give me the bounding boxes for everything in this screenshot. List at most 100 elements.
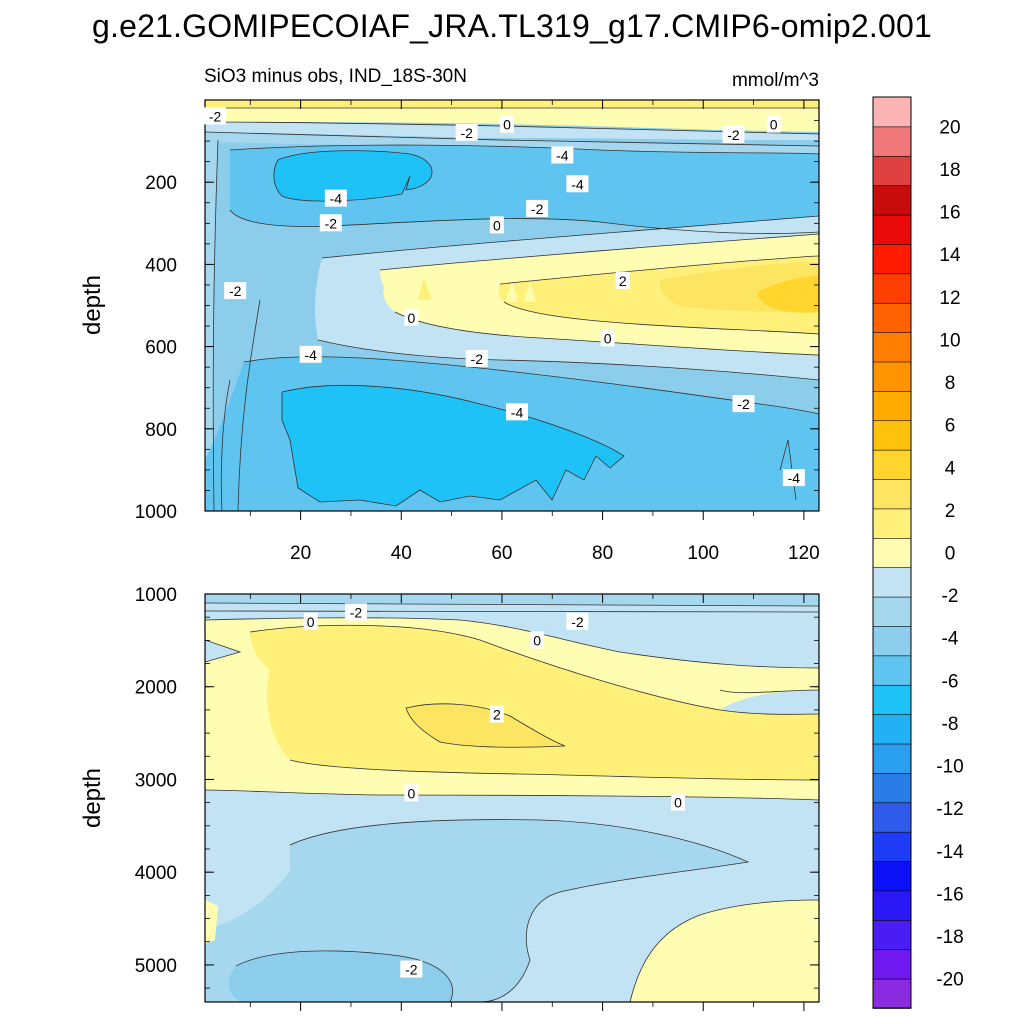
- upper-contour-label: -4: [304, 347, 317, 363]
- upper-contour-label: 0: [503, 117, 511, 133]
- colorbar-label: -10: [936, 757, 963, 778]
- upper-panel-units: mmol/m^3: [732, 70, 819, 91]
- colorbar-swatch: [872, 890, 912, 921]
- colorbar-label: 10: [939, 330, 960, 351]
- colorbar-swatch: [872, 419, 912, 451]
- lower-contour-label: 0: [307, 614, 315, 630]
- upper-contour-label: -2: [471, 351, 484, 367]
- colorbar: 20181614121086420-2-4-6-8-10-12-14-16-18…: [872, 96, 964, 1009]
- lower-y-tick-label: 3000: [135, 770, 177, 791]
- upper-contour-label: -2: [737, 396, 750, 412]
- figure-title: g.e21.GOMIPECOIAF_JRA.TL319_g17.CMIP6-om…: [91, 8, 932, 44]
- colorbar-swatch: [872, 390, 912, 422]
- upper-contour-label-bg: [566, 175, 589, 193]
- upper-y-tick-label: 600: [145, 338, 177, 359]
- lower-contour-label: 2: [493, 707, 501, 723]
- upper-contour-label-bg: [766, 115, 781, 133]
- upper-x-axis: 20 40 60 80 100 120: [249, 100, 820, 564]
- upper-contour-label-bg: [551, 146, 574, 164]
- upper-contour-label-bg: [600, 329, 615, 347]
- colorbar-swatch: [872, 743, 912, 774]
- upper-contour-label: -2: [727, 127, 740, 143]
- upper-contour-fill: [205, 100, 819, 511]
- upper-contour-label-bg: [465, 349, 488, 367]
- colorbar-label: -2: [942, 586, 959, 607]
- colorbar-label: -8: [942, 714, 959, 735]
- colorbar-swatch: [872, 96, 912, 128]
- x-tick-label: 40: [391, 543, 412, 564]
- lower-contour-label: 0: [533, 632, 541, 648]
- upper-y-tick-label: 1000: [135, 502, 177, 523]
- colorbar-label: -14: [936, 842, 964, 863]
- lower-plot-frame: [204, 593, 820, 1003]
- upper-contour-label-bg: [455, 123, 478, 141]
- colorbar-label: -12: [936, 799, 963, 820]
- lower-panel-ylabel: depth: [79, 768, 106, 828]
- x-tick-label: 60: [491, 543, 512, 564]
- lower-contour-label-bg: [344, 603, 367, 621]
- upper-contour-label-bg: [732, 395, 755, 413]
- colorbar-label: -6: [942, 671, 959, 692]
- upper-contour-label-bg: [499, 115, 514, 133]
- colorbar-swatch: [872, 508, 912, 539]
- upper-y-tick-label: 400: [145, 255, 177, 276]
- colorbar-swatch: [872, 126, 912, 157]
- colorbar-label: 16: [939, 203, 960, 224]
- colorbar-label: 18: [939, 160, 960, 181]
- lower-contour-label-bg: [566, 612, 589, 630]
- colorbar-swatch: [872, 361, 912, 392]
- colorbar-swatch: [872, 155, 912, 186]
- colorbar-label: 14: [939, 245, 961, 266]
- upper-y-tick-label: 800: [145, 420, 177, 441]
- colorbar-swatch: [872, 801, 912, 833]
- colorbar-swatch: [872, 214, 912, 245]
- x-tick-label: 20: [290, 543, 311, 564]
- lower-contour-label: -2: [350, 605, 363, 621]
- colorbar-swatch: [872, 919, 912, 951]
- colorbar-label: 8: [945, 373, 956, 394]
- lower-contour-label-bg: [671, 793, 686, 811]
- upper-y-tick-label: 200: [145, 173, 177, 194]
- upper-contour-label-bg: [489, 216, 504, 234]
- colorbar-swatch: [872, 655, 912, 686]
- upper-contour-label: 0: [407, 310, 415, 326]
- lower-y-tick-label: 4000: [135, 863, 177, 884]
- upper-contour-label-bg: [224, 282, 247, 300]
- colorbar-label: -18: [936, 927, 963, 948]
- lower-contour-label-bg: [489, 705, 504, 723]
- upper-contour-label-bg: [299, 345, 322, 363]
- upper-contour-label: -4: [571, 176, 584, 192]
- colorbar-label: 2: [945, 501, 956, 522]
- upper-contour-label: -4: [330, 191, 343, 207]
- lower-panel: depth: [79, 585, 820, 1011]
- upper-contour-label: -4: [511, 404, 524, 420]
- lower-contour-label: 0: [674, 795, 682, 811]
- colorbar-swatch: [872, 596, 912, 627]
- x-tick-label: 80: [592, 543, 613, 564]
- lower-contour-label-bg: [530, 631, 545, 649]
- upper-contour-label-bg: [324, 189, 347, 207]
- lower-contour-label: 0: [407, 785, 415, 801]
- colorbar-swatch: [872, 184, 912, 216]
- colorbar-swatch: [872, 302, 912, 333]
- colorbar-label: 0: [945, 544, 956, 565]
- colorbar-label: 6: [945, 416, 956, 437]
- lower-contour-label: -2: [571, 614, 584, 630]
- upper-contour-label: 2: [619, 273, 627, 289]
- lower-contour-label-bg: [303, 612, 318, 630]
- colorbar-swatch: [872, 478, 912, 510]
- upper-contour-label-bg: [319, 214, 342, 232]
- x-tick-label: 120: [788, 543, 820, 564]
- upper-contour-label: -2: [229, 283, 242, 299]
- colorbar-label: 12: [939, 288, 960, 309]
- lower-contour-labels: 0 -2 -2 0 2 0 0 -2: [303, 603, 686, 978]
- colorbar-swatch: [872, 860, 912, 892]
- upper-contour-label: -2: [460, 125, 473, 141]
- upper-contour-label-bg: [404, 308, 419, 326]
- colorbar-swatch: [872, 948, 912, 980]
- lower-contour-fill: [205, 594, 819, 1002]
- upper-contour-label-bg: [526, 199, 549, 217]
- colorbar-swatch: [872, 684, 912, 715]
